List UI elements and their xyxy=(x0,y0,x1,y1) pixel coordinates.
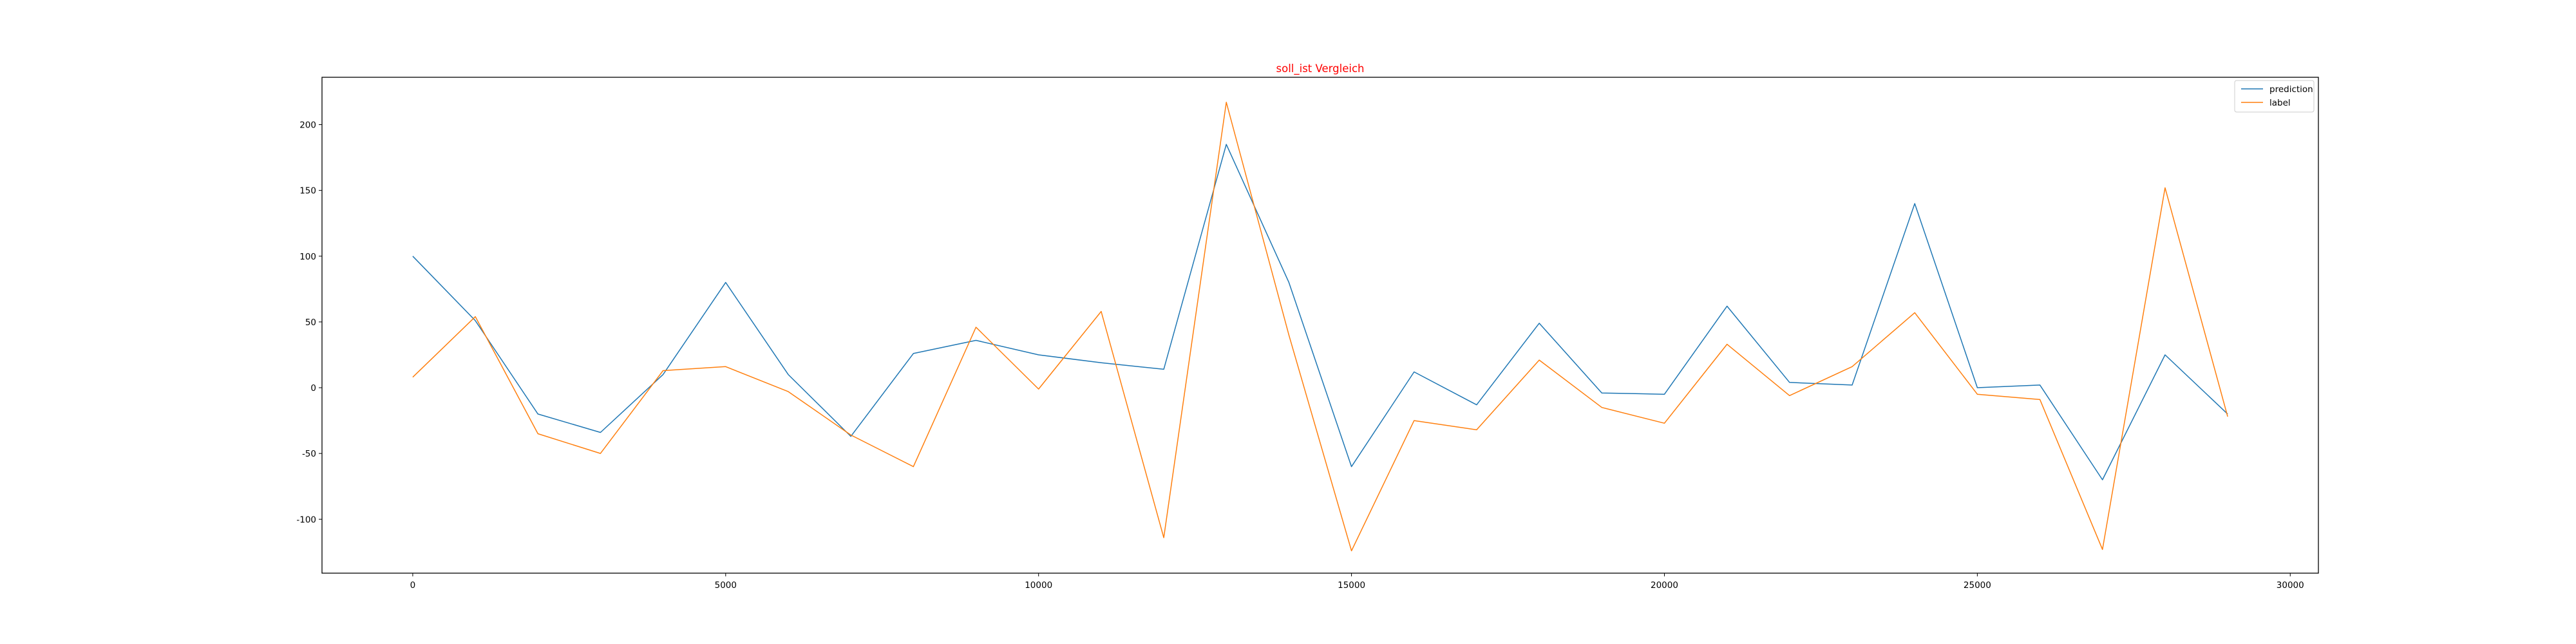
x-tick-label: 20000 xyxy=(1651,580,1678,591)
x-tick-label: 0 xyxy=(410,580,416,591)
legend-label-label: label xyxy=(2269,98,2291,108)
y-axis: -100 -50 0 50 100 150 200 xyxy=(296,120,322,525)
series-line-prediction xyxy=(412,144,2228,480)
y-tick-label: 50 xyxy=(305,317,316,328)
x-tick-label: 25000 xyxy=(1964,580,1991,591)
legend-label-prediction: prediction xyxy=(2269,84,2313,95)
x-tick-label: 10000 xyxy=(1025,580,1052,591)
y-tick-label: 100 xyxy=(299,252,316,262)
legend: prediction label xyxy=(2234,80,2315,113)
y-tick-label: -50 xyxy=(302,449,316,459)
x-tick-label: 15000 xyxy=(1338,580,1365,591)
x-axis: 0 5000 10000 15000 20000 25000 30000 xyxy=(410,573,2304,591)
y-tick-label: 200 xyxy=(299,120,316,131)
y-tick-label: 0 xyxy=(310,383,316,393)
x-tick-label: 5000 xyxy=(715,580,737,591)
plot-frame xyxy=(321,77,2319,574)
series-line-label xyxy=(412,102,2228,552)
y-tick-label: -100 xyxy=(296,515,316,525)
y-tick-label: 150 xyxy=(299,186,316,196)
x-tick-label: 30000 xyxy=(2277,580,2304,591)
chart-title: soll_ist Vergleich xyxy=(1276,62,1365,75)
series-layer xyxy=(412,102,2228,552)
